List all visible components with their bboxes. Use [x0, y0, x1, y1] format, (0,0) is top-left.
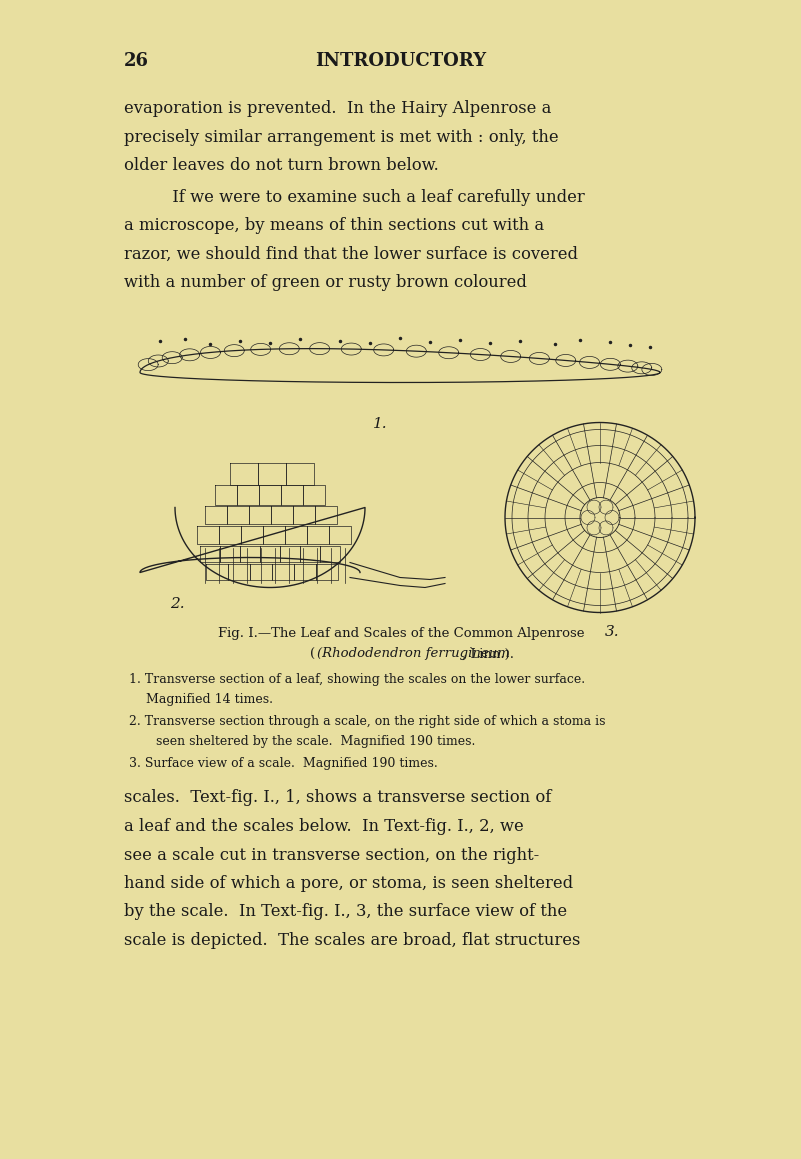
- Text: older leaves do not turn brown below.: older leaves do not turn brown below.: [124, 156, 439, 174]
- Text: scales.  Text-fig. I., 1, shows a transverse section of: scales. Text-fig. I., 1, shows a transve…: [124, 789, 552, 807]
- Text: 3. Surface view of a scale.  Magnified 190 times.: 3. Surface view of a scale. Magnified 19…: [129, 758, 438, 771]
- Text: scale is depicted.  The scales are broad, flat structures: scale is depicted. The scales are broad,…: [124, 932, 581, 949]
- Text: hand side of which a pore, or stoma, is seen sheltered: hand side of which a pore, or stoma, is …: [124, 875, 574, 892]
- Text: with a number of green or rusty brown coloured: with a number of green or rusty brown co…: [124, 274, 527, 291]
- Text: , Linn.).: , Linn.).: [462, 648, 514, 661]
- Text: seen sheltered by the scale.  Magnified 190 times.: seen sheltered by the scale. Magnified 1…: [156, 736, 476, 749]
- Text: INTRODUCTORY: INTRODUCTORY: [316, 52, 486, 70]
- Text: 3.: 3.: [605, 625, 620, 639]
- Text: 2. Transverse section through a scale, on the right side of which a stoma is: 2. Transverse section through a scale, o…: [129, 715, 606, 729]
- Text: 26: 26: [124, 52, 149, 70]
- Text: 1. Transverse section of a leaf, showing the scales on the lower surface.: 1. Transverse section of a leaf, showing…: [129, 673, 586, 686]
- Text: a leaf and the scales below.  In Text-fig. I., 2, we: a leaf and the scales below. In Text-fig…: [124, 818, 524, 834]
- Text: If we were to examine such a leaf carefully under: If we were to examine such a leaf carefu…: [156, 189, 585, 205]
- Text: Fig. I.—The Leaf and Scales of the Common Alpenrose: Fig. I.—The Leaf and Scales of the Commo…: [218, 627, 584, 641]
- Text: razor, we should find that the lower surface is covered: razor, we should find that the lower sur…: [124, 246, 578, 262]
- Text: see a scale cut in transverse section, on the right-: see a scale cut in transverse section, o…: [124, 846, 539, 863]
- Text: by the scale.  In Text-fig. I., 3, the surface view of the: by the scale. In Text-fig. I., 3, the su…: [124, 904, 567, 920]
- Text: (Rhododendron ferrugineum: (Rhododendron ferrugineum: [317, 648, 510, 661]
- Text: (: (: [310, 648, 315, 661]
- Text: 1.: 1.: [372, 417, 388, 431]
- Text: a microscope, by means of thin sections cut with a: a microscope, by means of thin sections …: [124, 217, 545, 234]
- Text: Magnified 14 times.: Magnified 14 times.: [146, 693, 273, 707]
- Text: evaporation is prevented.  In the Hairy Alpenrose a: evaporation is prevented. In the Hairy A…: [124, 100, 552, 117]
- Text: 2.: 2.: [170, 598, 184, 612]
- Text: precisely similar arrangement is met with : only, the: precisely similar arrangement is met wit…: [124, 129, 559, 146]
